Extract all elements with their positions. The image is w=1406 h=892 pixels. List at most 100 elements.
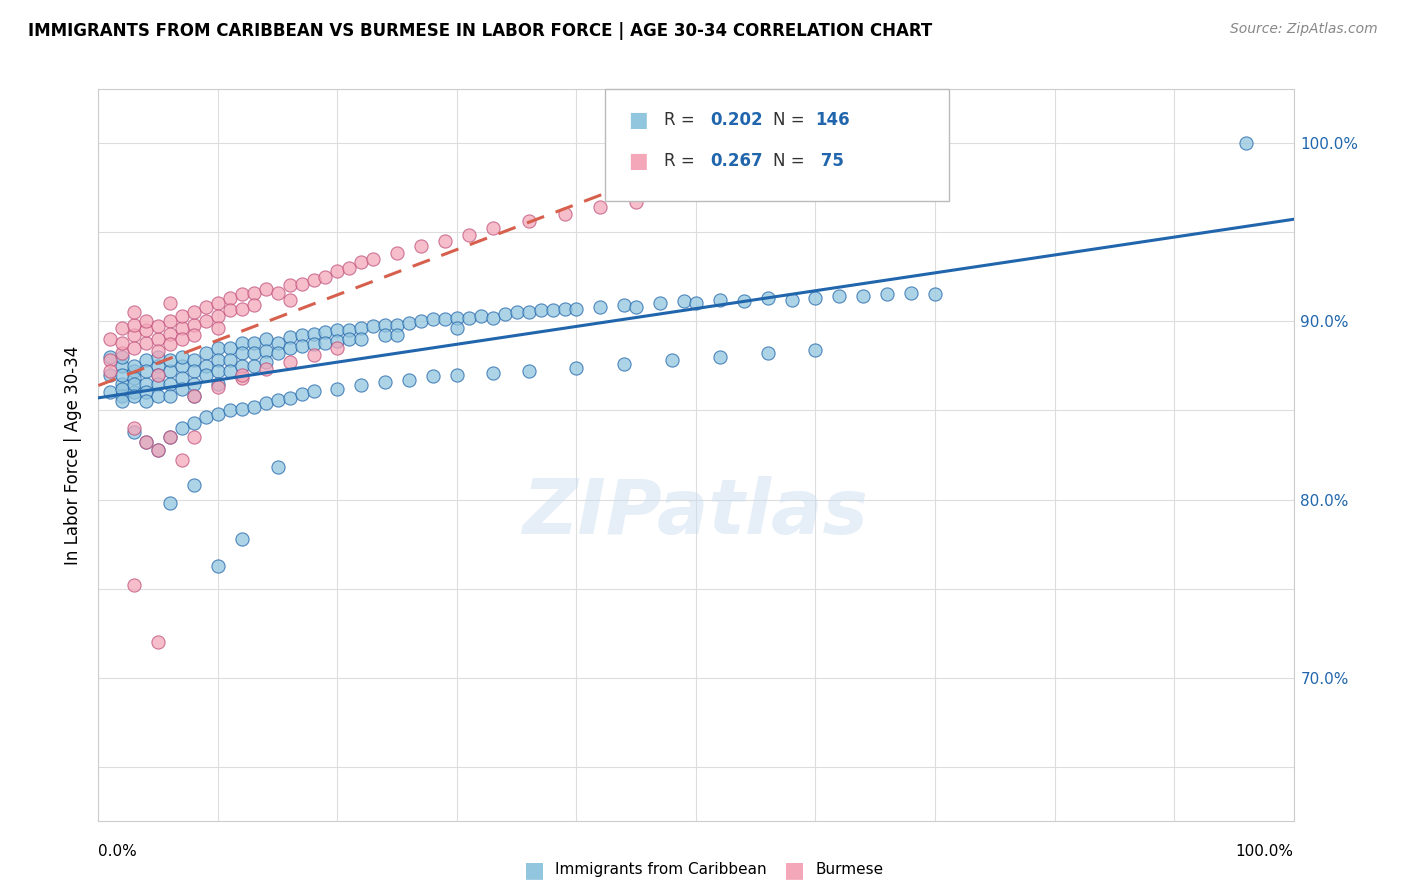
Point bbox=[648, 296, 672, 310]
Point bbox=[124, 359, 146, 373]
Point bbox=[172, 382, 194, 396]
Point bbox=[589, 200, 612, 214]
Point bbox=[159, 314, 181, 328]
Point bbox=[326, 323, 349, 337]
Point bbox=[554, 301, 576, 316]
Text: IMMIGRANTS FROM CARIBBEAN VS BURMESE IN LABOR FORCE | AGE 30-34 CORRELATION CHAR: IMMIGRANTS FROM CARIBBEAN VS BURMESE IN … bbox=[28, 22, 932, 40]
Point bbox=[385, 246, 409, 260]
Point bbox=[411, 314, 433, 328]
Point bbox=[852, 289, 875, 303]
Point bbox=[111, 335, 134, 350]
Text: 0.267: 0.267 bbox=[710, 152, 762, 169]
Point bbox=[315, 269, 337, 284]
Point bbox=[194, 410, 218, 425]
Point bbox=[278, 330, 301, 344]
Point bbox=[194, 346, 218, 360]
Point bbox=[278, 293, 301, 307]
Point bbox=[135, 394, 157, 409]
Point bbox=[183, 430, 205, 444]
Point bbox=[302, 384, 325, 398]
Point bbox=[183, 416, 205, 430]
Point bbox=[231, 359, 253, 373]
Point bbox=[685, 186, 707, 200]
Point bbox=[148, 344, 170, 359]
Point bbox=[267, 392, 290, 407]
Point bbox=[194, 368, 218, 382]
Point bbox=[159, 389, 181, 403]
Text: ■: ■ bbox=[628, 111, 648, 130]
Point bbox=[254, 355, 277, 369]
Point bbox=[673, 294, 696, 309]
Point bbox=[194, 300, 218, 314]
Text: 146: 146 bbox=[815, 112, 851, 129]
Point bbox=[148, 332, 170, 346]
Point bbox=[111, 350, 134, 364]
Point bbox=[219, 353, 242, 368]
Point bbox=[219, 341, 242, 355]
Point bbox=[231, 368, 253, 382]
Point bbox=[159, 296, 181, 310]
Point bbox=[433, 312, 456, 326]
Point bbox=[148, 319, 170, 334]
Text: R =: R = bbox=[664, 152, 700, 169]
Point bbox=[124, 318, 146, 332]
Point bbox=[529, 303, 551, 318]
Point bbox=[541, 303, 564, 318]
Point bbox=[159, 376, 181, 391]
Point bbox=[780, 293, 803, 307]
Point bbox=[207, 296, 229, 310]
Point bbox=[124, 425, 146, 439]
Point bbox=[278, 391, 301, 405]
Point bbox=[148, 635, 170, 649]
Point bbox=[124, 328, 146, 343]
Point bbox=[326, 341, 349, 355]
Point bbox=[350, 378, 373, 392]
Text: 0.202: 0.202 bbox=[710, 112, 762, 129]
Point bbox=[124, 305, 146, 319]
Point bbox=[159, 337, 181, 351]
Point bbox=[231, 371, 253, 385]
Point bbox=[219, 403, 242, 417]
Point bbox=[385, 318, 409, 332]
Text: N =: N = bbox=[773, 152, 810, 169]
Point bbox=[422, 312, 444, 326]
Point bbox=[243, 346, 266, 360]
Point bbox=[148, 376, 170, 391]
Point bbox=[135, 376, 157, 391]
Point bbox=[1234, 136, 1257, 150]
Point bbox=[124, 421, 146, 435]
Point bbox=[124, 385, 146, 400]
Point bbox=[148, 350, 170, 364]
Point bbox=[458, 310, 481, 325]
Point bbox=[231, 346, 253, 360]
Point bbox=[207, 380, 229, 394]
Point bbox=[446, 310, 468, 325]
Point bbox=[733, 294, 755, 309]
Point bbox=[254, 362, 277, 376]
Point bbox=[207, 321, 229, 335]
Point bbox=[148, 442, 170, 457]
Point bbox=[159, 326, 181, 341]
Point bbox=[517, 364, 540, 378]
Point bbox=[804, 291, 827, 305]
Point bbox=[446, 368, 468, 382]
Point bbox=[565, 301, 588, 316]
Point bbox=[254, 282, 277, 296]
Point bbox=[315, 335, 337, 350]
Point bbox=[433, 234, 456, 248]
Point bbox=[506, 305, 529, 319]
Text: 0.0%: 0.0% bbox=[98, 845, 138, 859]
Point bbox=[207, 364, 229, 378]
Point bbox=[135, 435, 157, 450]
Point bbox=[135, 385, 157, 400]
Point bbox=[302, 273, 325, 287]
Point bbox=[398, 373, 420, 387]
Point bbox=[398, 316, 420, 330]
Point bbox=[111, 394, 134, 409]
Text: N =: N = bbox=[773, 112, 810, 129]
Point bbox=[98, 385, 122, 400]
Point bbox=[470, 309, 492, 323]
Point bbox=[339, 260, 360, 275]
Point bbox=[900, 285, 922, 300]
Point bbox=[148, 359, 170, 373]
